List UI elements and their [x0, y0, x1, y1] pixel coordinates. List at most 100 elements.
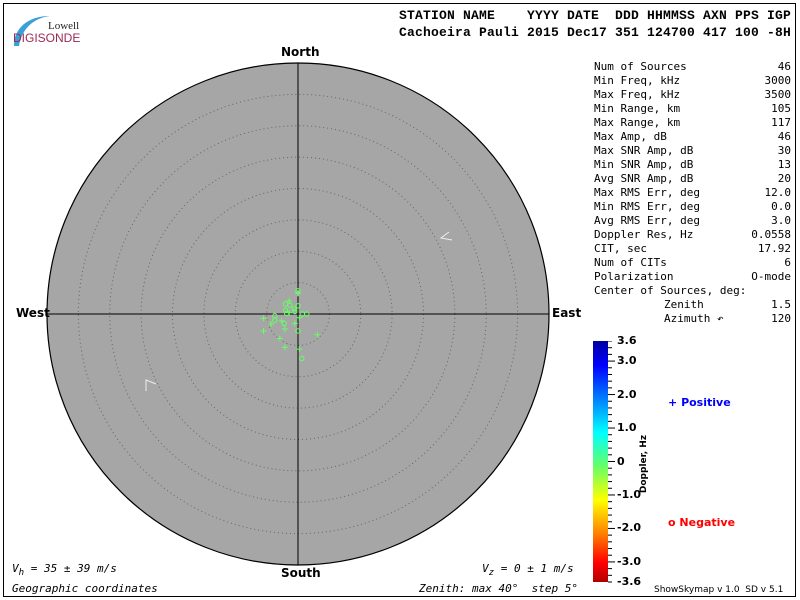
source-point-negative [284, 310, 290, 317]
source-point-positive [281, 344, 288, 351]
stat-row: Max RMS Err, deg 12.0 [594, 186, 791, 200]
stat-row: Doppler Res, Hz 0.0558 [594, 228, 791, 242]
stat-label: Min Range, km [594, 102, 681, 115]
stat-label: Doppler Res, Hz [594, 228, 694, 241]
stat-row: Num of Sources 46 [594, 60, 791, 74]
stat-label: Num of CITs [594, 256, 667, 269]
stat-value: 0.0558 [751, 228, 791, 241]
zenith-label: Zenith [664, 298, 704, 311]
colorbar-tick-label: -3.0 [617, 554, 642, 568]
stat-value: O-mode [751, 270, 791, 283]
negative-circle-icon: o [668, 516, 676, 529]
stat-row: Max SNR Amp, dB 30 [594, 144, 791, 158]
stat-value: 6 [784, 256, 791, 269]
label-south: South [281, 566, 321, 580]
stat-row: Min RMS Err, deg 0.0 [594, 200, 791, 214]
source-point-positive [281, 326, 288, 333]
stat-label: Max Amp, dB [594, 130, 667, 143]
source-point-negative [295, 328, 301, 334]
source-point-positive [276, 335, 283, 342]
source-point-positive [260, 327, 267, 334]
stat-label: Max SNR Amp, dB [594, 144, 694, 157]
stat-value: 12.0 [764, 186, 792, 199]
stat-label: Max Freq, kHz [594, 88, 681, 101]
stat-value: 3000 [764, 74, 792, 87]
stat-label: Min RMS Err, deg [594, 200, 700, 213]
colorbar-tick-label: -3.6 [617, 575, 642, 588]
stat-row: Max Amp, dB 46 [594, 130, 791, 144]
source-point-negative [295, 303, 301, 309]
stat-label: CIT, sec [594, 242, 647, 255]
stat-value: 13 [777, 158, 791, 171]
center-of-sources: Center of Sources, deg: Zenith 1.5 Azimut… [594, 284, 791, 326]
label-east: East [552, 306, 582, 320]
logo-digisonde: DIGISONDE [13, 31, 81, 45]
source-point-negative [295, 288, 301, 294]
colorbar-tick-label: 3.0 [617, 354, 637, 368]
stat-row: Avg SNR Amp, dB 20 [594, 172, 791, 186]
vz-readout: Vz = 0 ± 1 m/s [482, 562, 574, 579]
stat-row: Num of CITs 6 [594, 256, 791, 270]
source-point-positive [314, 331, 321, 338]
stat-label: Max RMS Err, deg [594, 186, 700, 199]
colorbar-tick-label: 3.6 [617, 334, 637, 347]
stat-value: 30 [777, 144, 791, 157]
stat-row: Polarization O-mode [594, 270, 791, 284]
source-point-positive [296, 314, 303, 321]
stat-row: Avg RMS Err, deg 3.0 [594, 214, 791, 228]
label-west: West [16, 306, 50, 320]
source-point-negative [281, 320, 287, 327]
source-point-negative [299, 355, 305, 362]
source-point-negative [282, 307, 289, 313]
zenith-value: 1.5 [771, 298, 791, 311]
legend-negative: Negative [679, 516, 736, 529]
azimuth-value: 120 [771, 312, 791, 325]
zenith-scale-label: Zenith: max 40° step 5° [419, 582, 578, 595]
colorbar-ticks [608, 341, 615, 583]
version-label: ShowSkymap v 1.0 SD v 5.1 [654, 585, 784, 595]
stat-value: 3.0 [771, 214, 791, 227]
source-point-negative [287, 302, 293, 308]
stat-label: Min Freq, kHz [594, 74, 681, 87]
colorbar-tick-label: -2.0 [617, 521, 642, 535]
stat-row: Max Freq, kHz 3500 [594, 88, 791, 102]
stat-row: CIT, sec 17.92 [594, 242, 791, 256]
stat-row: Min Freq, kHz 3000 [594, 74, 791, 88]
azimuth-arrow-icon: ↶ [716, 312, 724, 325]
colorbar-tick-label: 1.0 [617, 421, 637, 435]
stat-row: Min SNR Amp, dB 13 [594, 158, 791, 172]
stat-label: Max Range, km [594, 116, 681, 129]
azimuth-label: Azimuth [664, 312, 711, 325]
colorbar-label: Doppler, Hz [639, 434, 649, 494]
source-point-positive [268, 321, 275, 328]
stat-row: Max Range, km 117 [594, 116, 791, 130]
header-values: Cachoeira Pauli 2015 Dec17 351 124700 41… [399, 25, 792, 40]
stat-value: 17.92 [757, 242, 791, 255]
source-point-positive [291, 320, 298, 327]
stat-label: Num of Sources [594, 60, 687, 73]
stats-panel: Num of Sources 46 Min Freq, kHz 3000 Max Fre… [594, 60, 791, 284]
source-point-positive [296, 346, 303, 353]
stat-value: 46 [777, 60, 791, 73]
doppler-colorbar [593, 341, 608, 582]
logo-lowell: Lowell [48, 20, 80, 32]
chevron-marker [439, 231, 453, 241]
plot-frame [3, 3, 796, 597]
positive-plus-icon: + [668, 396, 678, 409]
source-point-negative [292, 308, 298, 315]
stat-value: 3500 [764, 88, 792, 101]
logo-swoosh-icon [14, 16, 50, 46]
colorbar-tick-label: 2.0 [617, 387, 637, 401]
chevron-marker [145, 379, 157, 391]
legend-positive: Positive [681, 396, 731, 409]
header-columns: STATION NAME YYYY DATE DDD HHMMSS AXN PP… [399, 8, 792, 23]
stat-label: Avg RMS Err, deg [594, 214, 700, 227]
stat-value: 105 [771, 102, 791, 115]
stat-value: 46 [777, 130, 791, 143]
stat-label: Polarization [594, 270, 674, 283]
source-point-negative [291, 306, 297, 312]
stat-value: 117 [771, 116, 791, 129]
source-point-negative [272, 317, 278, 323]
label-north: North [281, 45, 320, 59]
center-label: Center of Sources, deg: [594, 284, 747, 297]
